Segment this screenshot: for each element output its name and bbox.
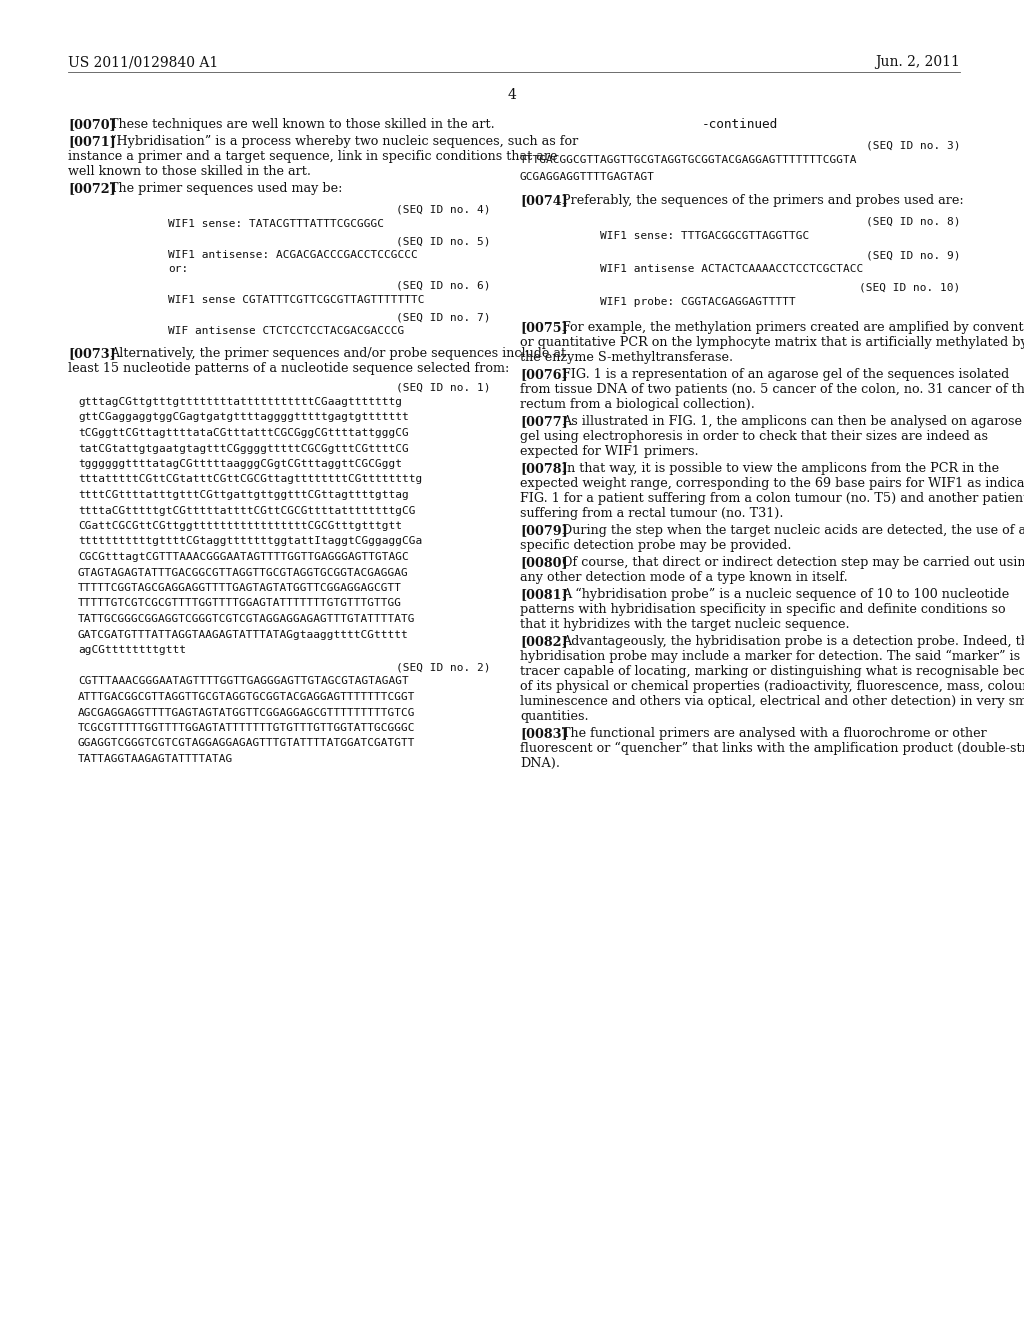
Text: During the step when the target nucleic acids are detected, the use of a: During the step when the target nucleic … xyxy=(561,524,1024,537)
Text: [0073]: [0073] xyxy=(68,347,116,360)
Text: of its physical or chemical properties (radioactivity, fluorescence, mass, colou: of its physical or chemical properties (… xyxy=(520,680,1024,693)
Text: CGTTTAAACGGGAATAGTTTTGGTTGAGGGAGTTGTAGCGTAGTAGAGT: CGTTTAAACGGGAATAGTTTTGGTTGAGGGAGTTGTAGCG… xyxy=(78,676,409,686)
Text: expected for WIF1 primers.: expected for WIF1 primers. xyxy=(520,445,698,458)
Text: WIF1 sense: TATACGTTTATTTCGCGGGC: WIF1 sense: TATACGTTTATTTCGCGGGC xyxy=(168,219,384,228)
Text: any other detection mode of a type known in itself.: any other detection mode of a type known… xyxy=(520,572,848,583)
Text: TATTAGGTAAGAGTATTTTATAG: TATTAGGTAAGAGTATTTTATAG xyxy=(78,754,233,764)
Text: [0075]: [0075] xyxy=(520,321,567,334)
Text: [0080]: [0080] xyxy=(520,556,567,569)
Text: A “hybridisation probe” is a nucleic sequence of 10 to 100 nucleotide: A “hybridisation probe” is a nucleic seq… xyxy=(561,587,1009,601)
Text: expected weight range, corresponding to the 69 base pairs for WIF1 as indicated : expected weight range, corresponding to … xyxy=(520,477,1024,490)
Text: (SEQ ID no. 3): (SEQ ID no. 3) xyxy=(865,141,961,150)
Text: [0072]: [0072] xyxy=(68,182,116,195)
Text: Of course, that direct or indirect detection step may be carried out using: Of course, that direct or indirect detec… xyxy=(561,556,1024,569)
Text: well known to those skilled in the art.: well known to those skilled in the art. xyxy=(68,165,311,178)
Text: “Hybridisation” is a process whereby two nucleic sequences, such as for: “Hybridisation” is a process whereby two… xyxy=(110,135,578,148)
Text: specific detection probe may be provided.: specific detection probe may be provided… xyxy=(520,539,792,552)
Text: tttttttttttgttttCGtaggtttttttggtattItaggtCGggaggCGa: tttttttttttgttttCGtaggtttttttggtattItagg… xyxy=(78,536,422,546)
Text: [0074]: [0074] xyxy=(520,194,567,207)
Text: [0082]: [0082] xyxy=(520,635,567,648)
Text: Preferably, the sequences of the primers and probes used are:: Preferably, the sequences of the primers… xyxy=(561,194,964,207)
Text: (SEQ ID no. 10): (SEQ ID no. 10) xyxy=(859,282,961,293)
Text: [0083]: [0083] xyxy=(520,727,567,741)
Text: [0071]: [0071] xyxy=(68,135,116,148)
Text: tatCGtattgtgaatgtagtttCGggggtttttCGCGgtttCGttttCG: tatCGtattgtgaatgtagtttCGggggtttttCGCGgtt… xyxy=(78,444,409,454)
Text: the enzyme S-methyltransferase.: the enzyme S-methyltransferase. xyxy=(520,351,733,364)
Text: gel using electrophoresis in order to check that their sizes are indeed as: gel using electrophoresis in order to ch… xyxy=(520,430,988,444)
Text: [0078]: [0078] xyxy=(520,462,567,475)
Text: that it hybridizes with the target nucleic sequence.: that it hybridizes with the target nucle… xyxy=(520,618,850,631)
Text: TATTGCGGGCGGAGGTCGGGTCGTCGTAGGAGGAGAGTTTGTATTTTATG: TATTGCGGGCGGAGGTCGGGTCGTCGTAGGAGGAGAGTTT… xyxy=(78,614,416,624)
Text: WIF1 probe: CGGTACGAGGAGTTTTT: WIF1 probe: CGGTACGAGGAGTTTTT xyxy=(600,297,796,308)
Text: from tissue DNA of two patients (no. 5 cancer of the colon, no. 31 cancer of the: from tissue DNA of two patients (no. 5 c… xyxy=(520,383,1024,396)
Text: WIF1 antisense ACTACTCAAAACCTCCTCGCTACC: WIF1 antisense ACTACTCAAAACCTCCTCGCTACC xyxy=(600,264,863,275)
Text: -continued: -continued xyxy=(701,117,778,131)
Text: patterns with hybridisation specificity in specific and definite conditions so: patterns with hybridisation specificity … xyxy=(520,603,1006,616)
Text: TTTGACGGCGTTAGGTTGCGTAGGTGCGGTACGAGGAGTTTTTTTCGGTA: TTTGACGGCGTTAGGTTGCGTAGGTGCGGTACGAGGAGTT… xyxy=(520,154,857,165)
Text: ttttCGttttatttgtttCGttgattgttggtttCGttagttttgttag: ttttCGttttatttgtttCGttgattgttggtttCGttag… xyxy=(78,490,409,500)
Text: (SEQ ID no. 9): (SEQ ID no. 9) xyxy=(865,249,961,260)
Text: GTAGTAGAGTATTTGACGGCGTTAGGTTGCGTAGGTGCGGTACGAGGAG: GTAGTAGAGTATTTGACGGCGTTAGGTTGCGTAGGTGCGG… xyxy=(78,568,409,578)
Text: gttCGaggaggtggCGagtgatgttttaggggtttttgagtgttttttt: gttCGaggaggtggCGagtgatgttttaggggtttttgag… xyxy=(78,412,409,422)
Text: [0081]: [0081] xyxy=(520,587,567,601)
Text: 4: 4 xyxy=(508,88,516,102)
Text: DNA).: DNA). xyxy=(520,756,560,770)
Text: least 15 nucleotide patterns of a nucleotide sequence selected from:: least 15 nucleotide patterns of a nucleo… xyxy=(68,362,509,375)
Text: As illustrated in FIG. 1, the amplicons can then be analysed on agarose: As illustrated in FIG. 1, the amplicons … xyxy=(561,414,1022,428)
Text: TCGCGTTTTTGGTTTTGGAGTATTTTTTTGTGTTTGTTGGTATTGCGGGC: TCGCGTTTTTGGTTTTGGAGTATTTTTTTGTGTTTGTTGG… xyxy=(78,723,416,733)
Text: CGCGtttagtCGTTTAAACGGGAATAGTTTTGGTTGAGGGAGTTGTAGC: CGCGtttagtCGTTTAAACGGGAATAGTTTTGGTTGAGGG… xyxy=(78,552,409,562)
Text: (SEQ ID no. 4): (SEQ ID no. 4) xyxy=(395,205,490,215)
Text: tggggggttttatagCGtttttaagggCGgtCGtttaggttCGCGggt: tggggggttttatagCGtttttaagggCGgtCGtttaggt… xyxy=(78,459,402,469)
Text: Alternatively, the primer sequences and/or probe sequences include at: Alternatively, the primer sequences and/… xyxy=(110,347,565,360)
Text: Jun. 2, 2011: Jun. 2, 2011 xyxy=(876,55,961,69)
Text: ttttaCGtttttgtCGtttttattttCGttCGCGttttattttttttgCG: ttttaCGtttttgtCGtttttattttCGttCGCGttttat… xyxy=(78,506,416,516)
Text: ATTTGACGGCGTTAGGTTGCGTAGGTGCGGTACGAGGAGTTTTTTTCGGT: ATTTGACGGCGTTAGGTTGCGTAGGTGCGGTACGAGGAGT… xyxy=(78,692,416,702)
Text: hybridisation probe may include a marker for detection. The said “marker” is a: hybridisation probe may include a marker… xyxy=(520,649,1024,663)
Text: [0076]: [0076] xyxy=(520,368,567,381)
Text: rectum from a biological collection).: rectum from a biological collection). xyxy=(520,399,755,411)
Text: US 2011/0129840 A1: US 2011/0129840 A1 xyxy=(68,55,218,69)
Text: TTTTTGTCGTCGCGTTTTGGTTTTGGAGTATTTTTTTGTGTTTGTTGG: TTTTTGTCGTCGCGTTTTGGTTTTGGAGTATTTTTTTGTG… xyxy=(78,598,402,609)
Text: [0077]: [0077] xyxy=(520,414,567,428)
Text: These techniques are well known to those skilled in the art.: These techniques are well known to those… xyxy=(110,117,495,131)
Text: WIF1 sense: TTTGACGGCGTTAGGTTGC: WIF1 sense: TTTGACGGCGTTAGGTTGC xyxy=(600,231,809,242)
Text: FIG. 1 is a representation of an agarose gel of the sequences isolated: FIG. 1 is a representation of an agarose… xyxy=(561,368,1009,381)
Text: WIF1 sense CGTATTTCGTTCGCGTTAGTTTTTTTC: WIF1 sense CGTATTTCGTTCGCGTTAGTTTTTTTC xyxy=(168,294,425,305)
Text: (SEQ ID no. 8): (SEQ ID no. 8) xyxy=(865,216,961,227)
Text: suffering from a rectal tumour (no. T31).: suffering from a rectal tumour (no. T31)… xyxy=(520,507,783,520)
Text: WIF1 antisense: ACGACGACCCGACCTCCGCCC: WIF1 antisense: ACGACGACCCGACCTCCGCCC xyxy=(168,249,418,260)
Text: (SEQ ID no. 6): (SEQ ID no. 6) xyxy=(395,281,490,290)
Text: luminescence and others via optical, electrical and other detection) in very sma: luminescence and others via optical, ele… xyxy=(520,696,1024,708)
Text: (SEQ ID no. 5): (SEQ ID no. 5) xyxy=(395,236,490,246)
Text: FIG. 1 for a patient suffering from a colon tumour (no. T5) and another patient: FIG. 1 for a patient suffering from a co… xyxy=(520,492,1024,506)
Text: AGCGAGGAGGTTTTGAGTAGTATGGTTCGGAGGAGCGTTTTTTTTTGTCG: AGCGAGGAGGTTTTGAGTAGTATGGTTCGGAGGAGCGTTT… xyxy=(78,708,416,718)
Text: or:: or: xyxy=(168,264,188,275)
Text: GGAGGTCGGGTCGTCGTAGGAGGAGAGTTTGTATTTTATGGATCGATGTT: GGAGGTCGGGTCGTCGTAGGAGGAGAGTTTGTATTTTATG… xyxy=(78,738,416,748)
Text: The primer sequences used may be:: The primer sequences used may be: xyxy=(110,182,342,195)
Text: agCGttttttttgttt: agCGttttttttgttt xyxy=(78,645,186,655)
Text: In that way, it is possible to view the amplicons from the PCR in the: In that way, it is possible to view the … xyxy=(561,462,998,475)
Text: GATCGATGTTTATTAGGTAAGAGTATTTATAGgtaaggttttCGttttt: GATCGATGTTTATTAGGTAAGAGTATTTATAGgtaaggtt… xyxy=(78,630,409,639)
Text: WIF antisense CTCTCCTCCTACGACGACCCG: WIF antisense CTCTCCTCCTACGACGACCCG xyxy=(168,326,404,337)
Text: fluorescent or “quencher” that links with the amplification product (double-stra: fluorescent or “quencher” that links wit… xyxy=(520,742,1024,755)
Text: instance a primer and a target sequence, link in specific conditions that are: instance a primer and a target sequence,… xyxy=(68,150,557,162)
Text: gtttagCGttgtttgttttttttatttttttttttCGaagtttttttg: gtttagCGttgtttgttttttttatttttttttttCGaag… xyxy=(78,397,402,407)
Text: Advantageously, the hybridisation probe is a detection probe. Indeed, the: Advantageously, the hybridisation probe … xyxy=(561,635,1024,648)
Text: For example, the methylation primers created are amplified by conventional: For example, the methylation primers cre… xyxy=(561,321,1024,334)
Text: CGattCGCGttCGttggtttttttttttttttttCGCGtttgtttgtt: CGattCGCGttCGttggtttttttttttttttttCGCGtt… xyxy=(78,521,402,531)
Text: tCGggttCGttagttttataCGtttatttCGCGggCGttttattgggCG: tCGggttCGttagttttataCGtttatttCGCGggCGttt… xyxy=(78,428,409,438)
Text: [0079]: [0079] xyxy=(520,524,567,537)
Text: quantities.: quantities. xyxy=(520,710,589,723)
Text: or quantitative PCR on the lymphocyte matrix that is artificially methylated by: or quantitative PCR on the lymphocyte ma… xyxy=(520,337,1024,348)
Text: tttatttttCGttCGtatttCGttCGCGttagttttttttCGttttttttg: tttatttttCGttCGtatttCGttCGCGttagtttttttt… xyxy=(78,474,422,484)
Text: (SEQ ID no. 1): (SEQ ID no. 1) xyxy=(395,383,490,393)
Text: GCGAGGAGGTTTTGAGTAGT: GCGAGGAGGTTTTGAGTAGT xyxy=(520,172,655,182)
Text: [0070]: [0070] xyxy=(68,117,116,131)
Text: (SEQ ID no. 7): (SEQ ID no. 7) xyxy=(395,312,490,322)
Text: (SEQ ID no. 2): (SEQ ID no. 2) xyxy=(395,663,490,672)
Text: TTTTTCGGTAGCGAGGAGGTTTTGAGTAGTATGGTTCGGAGGAGCGTT: TTTTTCGGTAGCGAGGAGGTTTTGAGTAGTATGGTTCGGA… xyxy=(78,583,402,593)
Text: tracer capable of locating, marking or distinguishing what is recognisable becau: tracer capable of locating, marking or d… xyxy=(520,665,1024,678)
Text: The functional primers are analysed with a fluorochrome or other: The functional primers are analysed with… xyxy=(561,727,986,741)
